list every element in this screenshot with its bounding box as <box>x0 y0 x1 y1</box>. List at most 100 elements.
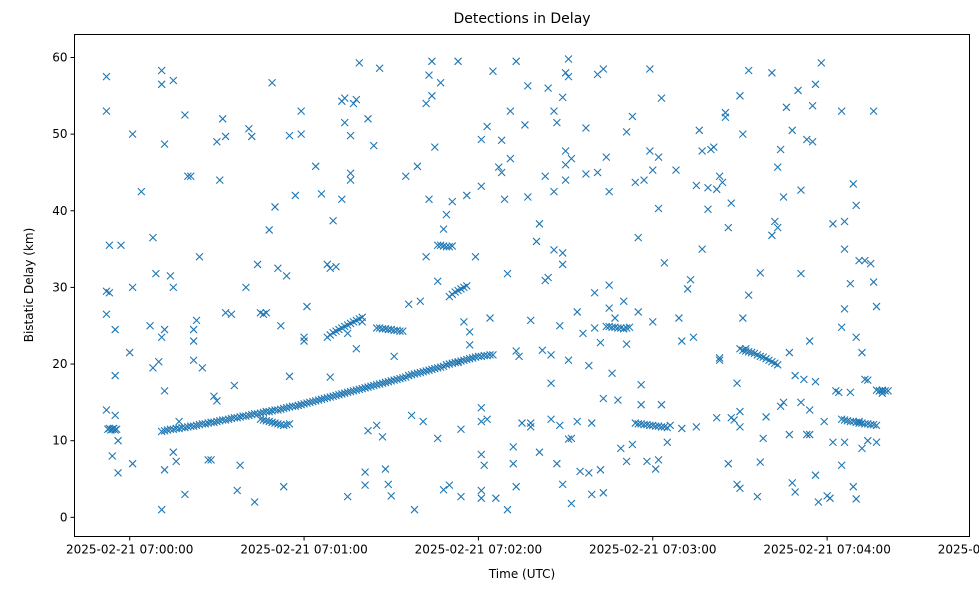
data-point-x-marker <box>233 413 242 422</box>
data-point-x-marker <box>282 420 291 429</box>
data-point-x-marker <box>497 168 506 177</box>
data-point-x-marker <box>573 308 582 316</box>
data-point-x-marker <box>227 310 236 319</box>
data-point-x-marker <box>425 71 433 80</box>
data-point-x-marker <box>401 172 410 181</box>
data-point-x-marker <box>425 195 433 204</box>
data-point-x-marker <box>256 415 265 424</box>
data-point-x-marker <box>846 279 855 288</box>
data-point-x-marker <box>622 324 631 332</box>
data-point-x-marker <box>648 166 657 175</box>
data-point-x-marker <box>564 72 573 81</box>
data-point-x-marker <box>736 91 744 100</box>
data-point-x-marker <box>724 459 733 468</box>
data-point-x-marker <box>861 375 869 384</box>
data-point-x-marker <box>244 124 253 133</box>
data-point-x-marker <box>593 168 602 177</box>
data-point-x-marker <box>611 314 619 322</box>
data-point-x-marker <box>337 195 346 204</box>
data-point-x-marker <box>550 187 558 196</box>
data-point-x-marker <box>619 324 628 333</box>
data-point-x-marker <box>512 347 521 355</box>
data-point-x-marker <box>271 203 279 211</box>
data-point-x-marker <box>326 393 335 401</box>
data-point-x-marker <box>535 448 544 457</box>
data-point-x-marker <box>326 373 335 381</box>
data-point-x-marker <box>486 314 494 322</box>
data-point-x-marker <box>157 66 166 75</box>
data-point-x-marker <box>558 249 567 257</box>
data-point-x-marker <box>863 436 872 445</box>
data-point-x-marker <box>840 438 849 447</box>
data-point-x-marker <box>840 304 849 313</box>
data-point-x-marker <box>677 337 686 345</box>
data-point-x-marker <box>486 350 494 359</box>
data-point-x-marker <box>279 421 288 430</box>
data-point-x-marker <box>105 241 114 250</box>
data-point-x-marker <box>146 321 154 330</box>
data-point-x-marker <box>114 436 122 445</box>
data-point-x-marker <box>596 465 605 474</box>
data-point-x-marker <box>398 327 407 335</box>
data-point-x-marker <box>276 321 285 330</box>
data-point-x-marker <box>276 420 285 429</box>
data-point-x-marker <box>791 371 800 380</box>
data-point-x-marker <box>390 376 399 385</box>
data-point-x-marker <box>744 66 753 75</box>
data-point-x-marker <box>364 426 372 435</box>
data-point-x-marker <box>596 338 605 347</box>
data-point-x-marker <box>738 346 747 355</box>
data-points <box>102 55 893 514</box>
data-point-x-marker <box>125 348 134 357</box>
data-point-x-marker <box>253 260 262 269</box>
data-point-x-marker <box>404 300 413 309</box>
data-point-x-marker <box>875 386 884 395</box>
data-point-x-marker <box>297 107 306 116</box>
data-point-x-marker <box>448 359 457 368</box>
data-point-x-marker <box>404 371 413 380</box>
data-point-x-marker <box>285 419 294 428</box>
data-point-x-marker <box>422 99 430 108</box>
data-point-x-marker <box>494 163 503 171</box>
x-tick-label: 2025-02-21 07:02:00 <box>415 543 542 557</box>
data-point-x-marker <box>552 118 561 127</box>
data-point-x-marker <box>616 324 625 332</box>
data-point-x-marker <box>320 394 329 403</box>
data-point-x-marker <box>497 136 506 145</box>
data-point-x-marker <box>811 80 820 89</box>
data-point-x-marker <box>846 388 855 397</box>
data-point-x-marker <box>858 444 866 453</box>
data-point-x-marker <box>346 176 355 185</box>
data-point-x-marker <box>157 427 166 436</box>
data-point-x-marker <box>114 468 122 477</box>
data-point-x-marker <box>756 458 765 467</box>
data-point-x-marker <box>814 498 823 506</box>
data-point-x-marker <box>605 187 614 196</box>
data-point-x-marker <box>686 275 695 284</box>
data-point-x-marker <box>236 461 245 470</box>
data-point-x-marker <box>221 308 230 317</box>
data-point-x-marker <box>590 288 599 297</box>
data-point-x-marker <box>271 419 279 427</box>
data-point-x-marker <box>773 163 782 171</box>
data-point-x-marker <box>294 401 303 410</box>
data-point-x-marker <box>692 181 701 190</box>
data-point-x-marker <box>352 386 361 395</box>
data-point-x-marker <box>869 278 878 286</box>
data-point-x-marker <box>160 140 169 148</box>
data-point-x-marker <box>637 400 646 409</box>
data-point-x-marker <box>459 318 468 326</box>
data-point-x-marker <box>744 291 753 299</box>
data-point-x-marker <box>265 407 274 416</box>
data-point-x-marker <box>561 160 570 169</box>
data-point-x-marker <box>457 357 465 365</box>
data-point-x-marker <box>521 121 529 129</box>
y-tick-label: 10 <box>52 434 67 448</box>
data-point-x-marker <box>265 226 274 234</box>
data-point-x-marker <box>477 450 486 459</box>
data-point-x-marker <box>736 484 744 493</box>
data-point-x-marker <box>390 352 399 361</box>
data-point-x-marker <box>704 183 712 192</box>
data-point-x-marker <box>727 199 736 207</box>
data-point-x-marker <box>300 333 308 342</box>
